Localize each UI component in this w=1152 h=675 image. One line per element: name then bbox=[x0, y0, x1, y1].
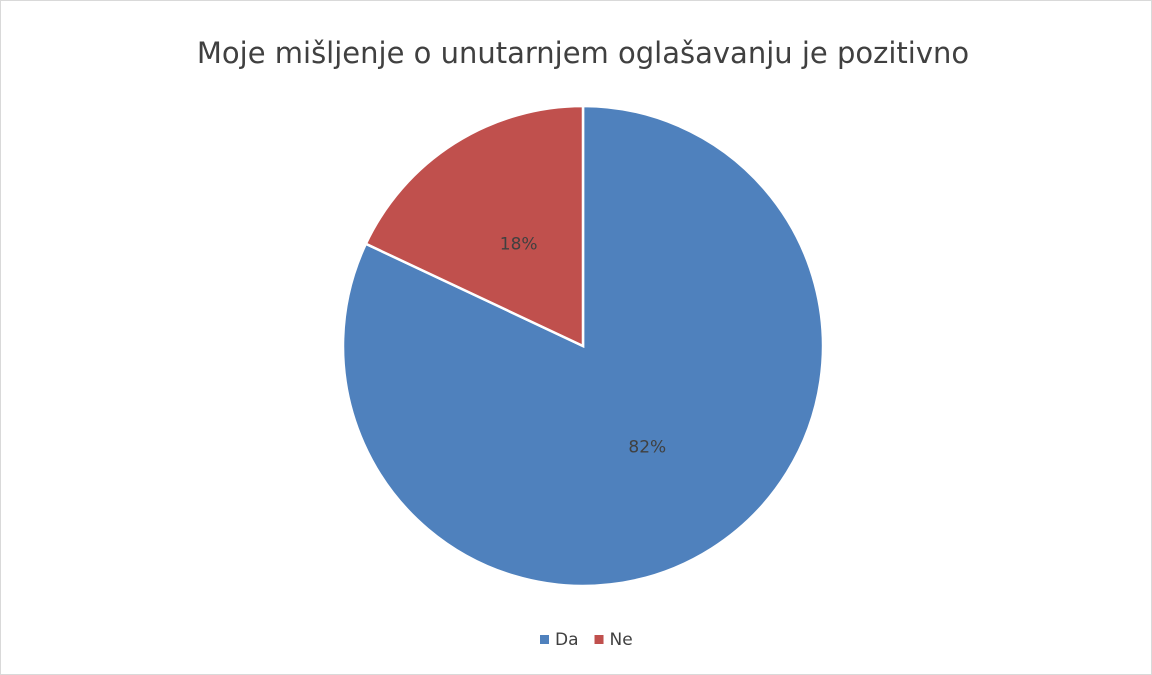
chart-title: Moje mišljenje o unutarnjem oglašavanju … bbox=[197, 36, 969, 70]
legend-label: Ne bbox=[610, 630, 633, 650]
pie-slice bbox=[341, 104, 825, 588]
data-label: 82% bbox=[628, 437, 666, 457]
legend-swatch bbox=[594, 635, 604, 644]
data-label: 18% bbox=[500, 235, 538, 255]
legend-label: Da bbox=[555, 630, 579, 650]
legend-swatch bbox=[540, 635, 549, 644]
pie-slice bbox=[364, 104, 585, 348]
